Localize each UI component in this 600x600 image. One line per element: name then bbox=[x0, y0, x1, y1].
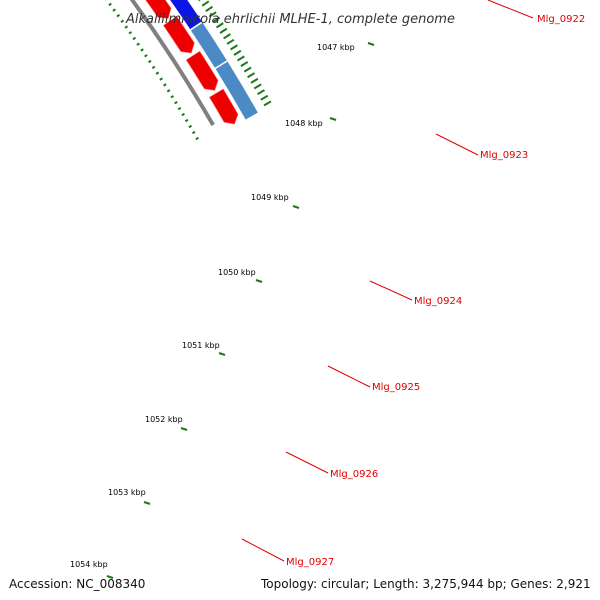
scale-dot bbox=[184, 118, 189, 123]
gc-skew-tick bbox=[230, 44, 238, 51]
gc-skew-tick bbox=[253, 83, 262, 90]
scale-dot bbox=[155, 71, 160, 75]
gene-leader-line bbox=[487, 0, 534, 19]
gene-track-mlg_0926 bbox=[190, 22, 227, 68]
gene-label-mlg_0923[interactable]: Mlg_0923 bbox=[480, 150, 528, 161]
cds-forward-arrow bbox=[145, 0, 172, 19]
gene-leader-line bbox=[435, 133, 479, 156]
scale-dot bbox=[166, 89, 171, 93]
scale-label: 1051 kbp bbox=[182, 341, 220, 350]
scale-dot bbox=[112, 8, 116, 12]
gc-skew-tick bbox=[233, 49, 242, 56]
scale-dot bbox=[151, 65, 156, 70]
scale-major-tick bbox=[329, 117, 337, 121]
gc-skew-tick bbox=[215, 22, 224, 29]
gene-label-mlg_0926[interactable]: Mlg_0926 bbox=[330, 469, 378, 480]
scale-dot bbox=[116, 14, 121, 18]
gene-track-mlg_0927 bbox=[215, 61, 258, 120]
gene-label-mlg_0924[interactable]: Mlg_0924 bbox=[414, 296, 462, 307]
gene-leader-line bbox=[369, 280, 413, 301]
cds-forward-arrow bbox=[185, 50, 219, 91]
scale-dot bbox=[124, 25, 129, 29]
scale-label: 1049 kbp bbox=[251, 193, 289, 202]
gc-skew-tick bbox=[226, 38, 235, 45]
scale-dot bbox=[144, 54, 148, 58]
scale-major-tick bbox=[180, 427, 188, 431]
gc-skew-tick bbox=[263, 100, 272, 107]
scale-label: 1052 kbp bbox=[145, 415, 183, 424]
gc-skew-tick bbox=[243, 66, 252, 73]
scale-label: 1054 kbp bbox=[70, 560, 108, 569]
scale-dot bbox=[163, 83, 167, 87]
gc-skew-tick bbox=[219, 27, 228, 34]
cds-forward-arrow bbox=[209, 88, 239, 125]
gene-leader-line bbox=[241, 538, 285, 562]
scale-major-tick bbox=[106, 575, 114, 579]
scale-dot bbox=[140, 48, 144, 52]
gene-track-mlg_0925 bbox=[170, 0, 202, 30]
gene-tracks bbox=[129, 0, 258, 127]
scale-major-tick bbox=[143, 501, 151, 505]
scale-dot bbox=[188, 124, 193, 129]
scale-dot bbox=[120, 19, 125, 24]
gc-skew-tick bbox=[247, 72, 256, 79]
scale-dot bbox=[136, 42, 140, 46]
scale-label: 1050 kbp bbox=[218, 268, 256, 277]
gc-skew-tick bbox=[208, 11, 217, 18]
accession-text: Accession: NC_008340 bbox=[9, 577, 145, 591]
gene-label-mlg_0925[interactable]: Mlg_0925 bbox=[372, 382, 420, 393]
genome-backbone bbox=[129, 0, 215, 127]
scale-labels: 1047 kbp 1048 kbp 1049 kbp 1050 kbp 1051 kbp… bbox=[70, 42, 375, 579]
scale-label: 1047 kbp bbox=[317, 43, 355, 52]
gc-skew-tick bbox=[240, 61, 249, 67]
scale-dot bbox=[195, 136, 199, 141]
map-title: Alkalilimnicola ehrlichii MLHE-1, comple… bbox=[125, 12, 455, 27]
gc-skew-tick bbox=[205, 5, 213, 13]
scale-dot bbox=[181, 112, 185, 117]
gc-skew-tick bbox=[236, 55, 245, 62]
gene-label-mlg_0922[interactable]: Mlg_0922 bbox=[537, 14, 585, 25]
gene-leader-line bbox=[327, 365, 371, 388]
scale-dot bbox=[177, 106, 182, 111]
scale-dot bbox=[191, 130, 196, 135]
scale-major-tick bbox=[255, 279, 263, 283]
gene-leader-line bbox=[285, 451, 329, 474]
scale-dot bbox=[132, 36, 137, 41]
scale-major-tick bbox=[367, 42, 375, 46]
gc-skew-tick bbox=[257, 89, 265, 95]
gene-label-mlg_0927[interactable]: Mlg_0927 bbox=[286, 557, 334, 568]
scale-dot bbox=[170, 95, 175, 99]
gene-labels: Mlg_0922 Mlg_0923 Mlg_0924 Mlg_0925 Mlg_0926… bbox=[241, 0, 585, 568]
scale-major-tick bbox=[218, 352, 226, 356]
scale-label: 1048 kbp bbox=[285, 119, 323, 128]
gc-ticks bbox=[104, 0, 272, 141]
scale-major-tick bbox=[292, 205, 300, 209]
scale-dot bbox=[108, 2, 112, 7]
genome-summary-text: Topology: circular; Length: 3,275,944 bp… bbox=[260, 577, 591, 591]
scale-dot bbox=[147, 59, 152, 64]
scale-dot bbox=[174, 101, 178, 105]
gc-skew-tick bbox=[212, 16, 221, 23]
gc-skew-tick bbox=[223, 33, 231, 40]
scale-label: 1053 kbp bbox=[108, 488, 146, 497]
gc-skew-tick bbox=[250, 77, 259, 84]
cds-forward-arrow bbox=[163, 15, 195, 54]
scale-dot bbox=[159, 77, 163, 81]
gc-skew-tick bbox=[201, 0, 210, 7]
gc-skew-tick bbox=[260, 94, 269, 101]
scale-dot bbox=[128, 31, 133, 35]
